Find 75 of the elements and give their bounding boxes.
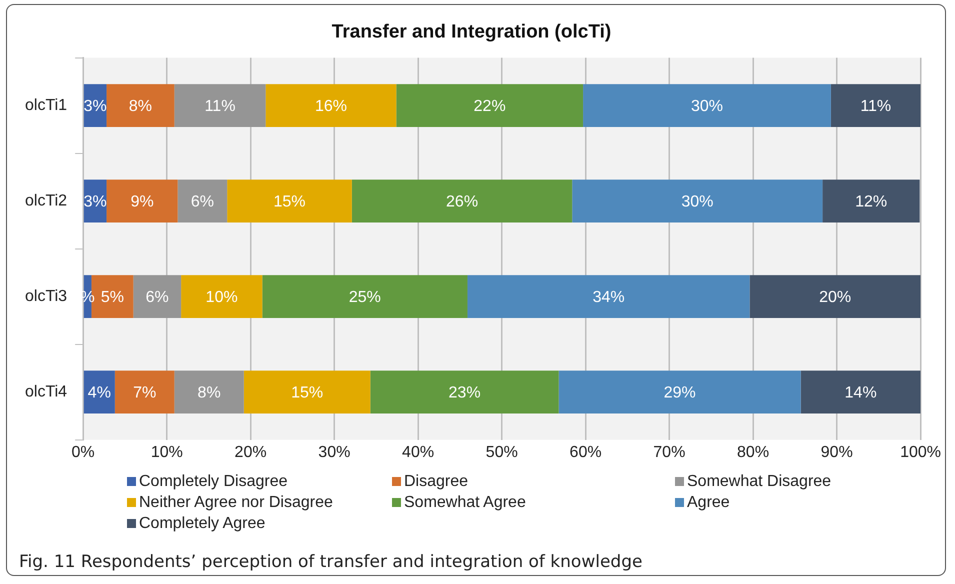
- legend-label: Completely Disagree: [138, 473, 289, 491]
- bar: [467, 275, 750, 318]
- legend-label: Agree: [686, 494, 731, 512]
- bar: [174, 370, 244, 414]
- x-tick-label: 20%: [234, 444, 267, 461]
- y-tick-label: olcTi2: [24, 192, 68, 210]
- bar: [244, 370, 370, 414]
- bar: [583, 84, 831, 128]
- data-label: 15%: [274, 193, 306, 210]
- x-tick-label: 10%: [150, 444, 183, 461]
- x-tick-label: 30%: [318, 444, 350, 461]
- data-label: 34%: [592, 288, 625, 306]
- legend-label: Completely Agree: [138, 515, 266, 533]
- data-label: 7%: [133, 384, 156, 402]
- y-tick-label: olcTi4: [24, 383, 68, 400]
- data-label: 22%: [474, 98, 506, 115]
- bar: [262, 275, 468, 318]
- data-label: 30%: [681, 193, 714, 210]
- data-label: 6%: [190, 193, 214, 210]
- bar: [352, 180, 572, 223]
- bar: [178, 180, 228, 223]
- data-label: 3%: [84, 193, 107, 210]
- data-label: 9%: [130, 193, 154, 210]
- bar: [227, 180, 352, 223]
- data-label: 4%: [88, 384, 111, 402]
- x-tick-label: 70%: [653, 444, 686, 461]
- bar: [822, 180, 920, 223]
- chart-title: Transfer and Integration (olcTi): [332, 22, 612, 43]
- data-label: 16%: [314, 98, 347, 115]
- data-label: 10%: [206, 288, 238, 306]
- x-tick-label: 0%: [72, 444, 95, 461]
- bar: [800, 370, 921, 414]
- bar: [174, 84, 266, 128]
- bar: [106, 180, 178, 223]
- y-tick-label: olcTi1: [24, 96, 68, 114]
- x-tick-label: 80%: [737, 444, 770, 461]
- caption: Fig. 11 Respondents’ perception of transfer and integration of knowledge: [19, 552, 642, 572]
- data-label: 25%: [348, 288, 381, 306]
- data-label: 30%: [690, 98, 724, 115]
- data-label: 11%: [204, 98, 236, 115]
- bar: [106, 84, 174, 128]
- bar: [830, 84, 921, 128]
- x-tick-label: 40%: [402, 444, 434, 461]
- data-label: 5%: [100, 288, 124, 306]
- data-label: 11%: [860, 98, 892, 115]
- bar: [181, 275, 262, 318]
- data-label: 23%: [448, 384, 481, 402]
- x-tick-label: 100%: [900, 444, 941, 461]
- data-label: 29%: [664, 384, 696, 402]
- bar: [84, 370, 115, 414]
- bar: [114, 370, 174, 414]
- data-label: 3%: [84, 98, 107, 115]
- bar: [396, 84, 584, 128]
- legend-label: Disagree: [403, 473, 470, 491]
- data-label: 20%: [819, 288, 852, 306]
- bar: [266, 84, 396, 128]
- x-tick-label: 90%: [820, 444, 853, 461]
- data-label: 26%: [446, 193, 478, 210]
- bar: [370, 370, 559, 414]
- bar: [572, 180, 823, 223]
- x-tick-label: 60%: [570, 444, 602, 461]
- data-label: 15%: [291, 384, 324, 402]
- data-label: 14%: [844, 384, 877, 402]
- x-tick-label: 50%: [486, 444, 518, 461]
- data-label: 6%: [146, 288, 169, 306]
- legend-label: Somewhat Agree: [403, 494, 527, 512]
- legend-label: Neither Agree nor Disagree: [138, 494, 334, 512]
- bar: [558, 370, 801, 414]
- data-label: 12%: [855, 193, 888, 210]
- bar: [133, 275, 182, 318]
- legend-label: Somewhat Disagree: [686, 473, 832, 491]
- data-label: 8%: [128, 98, 152, 115]
- bar: [750, 275, 921, 318]
- data-label: 8%: [198, 384, 221, 402]
- y-tick-label: olcTi3: [24, 288, 68, 305]
